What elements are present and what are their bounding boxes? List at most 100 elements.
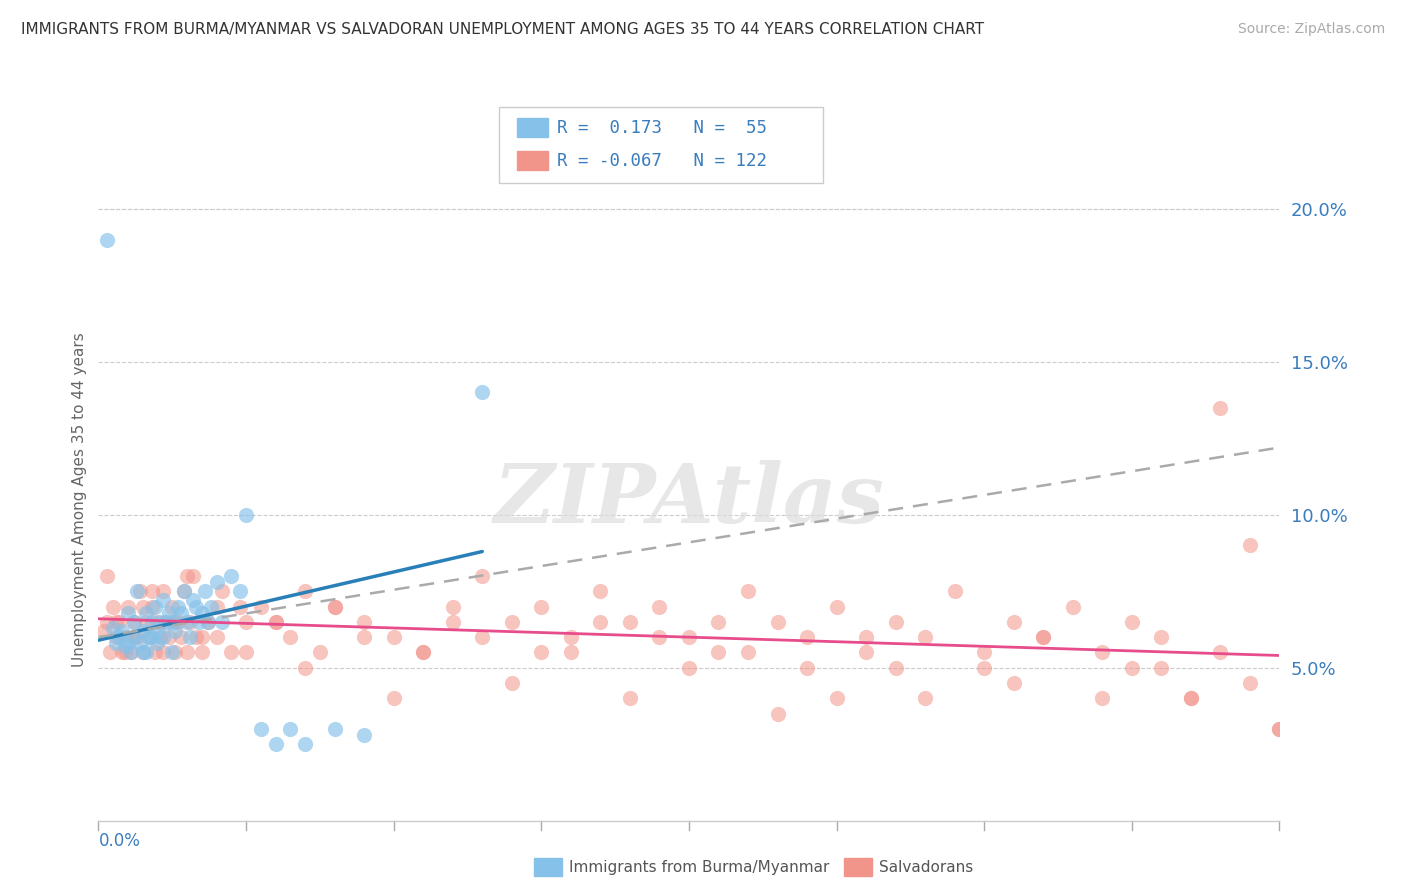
Point bbox=[108, 630, 131, 644]
Point bbox=[184, 599, 207, 614]
Text: Salvadorans: Salvadorans bbox=[879, 860, 973, 874]
Point bbox=[143, 645, 166, 659]
Point bbox=[766, 615, 789, 629]
Point bbox=[162, 615, 183, 629]
Point bbox=[235, 615, 257, 629]
Point bbox=[530, 645, 553, 659]
Point bbox=[855, 630, 877, 644]
Point bbox=[1268, 722, 1291, 736]
Point bbox=[165, 645, 187, 659]
Point bbox=[707, 645, 730, 659]
Point bbox=[1239, 538, 1261, 552]
Point bbox=[114, 640, 136, 654]
Point bbox=[1032, 630, 1054, 644]
Point bbox=[173, 584, 195, 599]
Point bbox=[132, 645, 155, 659]
Point bbox=[1062, 599, 1084, 614]
Point bbox=[149, 615, 172, 629]
Point bbox=[128, 584, 150, 599]
Point bbox=[167, 599, 190, 614]
Point bbox=[162, 645, 183, 659]
Point bbox=[796, 630, 818, 644]
Point bbox=[162, 599, 183, 614]
Point bbox=[165, 624, 187, 638]
Point bbox=[200, 599, 222, 614]
Point bbox=[1150, 661, 1173, 675]
Point bbox=[152, 645, 174, 659]
Point bbox=[176, 645, 198, 659]
Point bbox=[1209, 401, 1232, 415]
Point bbox=[105, 636, 128, 650]
Point bbox=[278, 630, 302, 644]
Point bbox=[323, 722, 346, 736]
Point bbox=[98, 645, 121, 659]
Point bbox=[235, 645, 257, 659]
Point bbox=[191, 645, 214, 659]
Point bbox=[264, 615, 287, 629]
Point bbox=[146, 636, 169, 650]
Point bbox=[155, 615, 177, 629]
Point bbox=[103, 599, 125, 614]
Point bbox=[943, 584, 966, 599]
Point bbox=[353, 728, 375, 742]
Point bbox=[1002, 615, 1025, 629]
Point bbox=[152, 593, 174, 607]
Point bbox=[219, 569, 242, 583]
Point bbox=[501, 615, 523, 629]
Point bbox=[187, 615, 209, 629]
Point bbox=[205, 599, 228, 614]
Point bbox=[471, 569, 494, 583]
Point bbox=[441, 615, 464, 629]
Point bbox=[149, 630, 172, 644]
Point bbox=[197, 615, 219, 629]
Point bbox=[353, 615, 375, 629]
Point bbox=[619, 691, 641, 706]
Point bbox=[181, 569, 204, 583]
Point bbox=[560, 645, 582, 659]
Text: Immigrants from Burma/Myanmar: Immigrants from Burma/Myanmar bbox=[569, 860, 830, 874]
Point bbox=[1121, 661, 1143, 675]
Point bbox=[323, 599, 346, 614]
Point bbox=[1268, 722, 1291, 736]
Point bbox=[132, 624, 155, 638]
Point bbox=[128, 636, 150, 650]
Point bbox=[412, 645, 434, 659]
Point bbox=[167, 615, 190, 629]
Point bbox=[165, 615, 187, 629]
Point bbox=[191, 630, 214, 644]
Point bbox=[914, 630, 936, 644]
Point bbox=[194, 584, 217, 599]
Point bbox=[135, 615, 157, 629]
Point bbox=[648, 599, 671, 614]
Point bbox=[501, 676, 523, 690]
Point bbox=[122, 630, 145, 644]
Point bbox=[211, 615, 233, 629]
Text: Source: ZipAtlas.com: Source: ZipAtlas.com bbox=[1237, 22, 1385, 37]
Point bbox=[108, 615, 131, 629]
Point bbox=[181, 593, 204, 607]
Point bbox=[412, 645, 434, 659]
Point bbox=[138, 630, 160, 644]
Point bbox=[176, 569, 198, 583]
Point bbox=[914, 691, 936, 706]
Point bbox=[250, 599, 273, 614]
Point bbox=[141, 584, 163, 599]
Text: R =  0.173   N =  55: R = 0.173 N = 55 bbox=[557, 119, 766, 136]
Point bbox=[125, 630, 148, 644]
Point bbox=[589, 584, 612, 599]
Point bbox=[294, 661, 316, 675]
Point bbox=[138, 630, 160, 644]
Point bbox=[205, 575, 228, 590]
Text: ZIPAtlas: ZIPAtlas bbox=[494, 459, 884, 540]
Y-axis label: Unemployment Among Ages 35 to 44 years: Unemployment Among Ages 35 to 44 years bbox=[72, 332, 87, 667]
Point bbox=[143, 599, 166, 614]
Point bbox=[235, 508, 257, 522]
Point bbox=[1150, 630, 1173, 644]
Point bbox=[125, 584, 148, 599]
Point bbox=[152, 630, 174, 644]
Point bbox=[114, 645, 136, 659]
Point bbox=[973, 645, 995, 659]
Point bbox=[117, 599, 139, 614]
Point bbox=[1091, 645, 1114, 659]
Point bbox=[122, 630, 145, 644]
